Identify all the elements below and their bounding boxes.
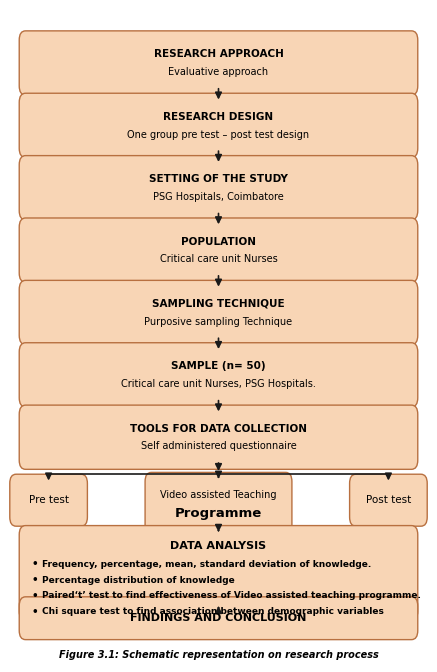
Text: SAMPLE (n= 50): SAMPLE (n= 50) xyxy=(171,362,266,372)
Text: SETTING OF THE STUDY: SETTING OF THE STUDY xyxy=(149,174,288,184)
Text: Evaluative approach: Evaluative approach xyxy=(168,67,269,77)
Text: Programme: Programme xyxy=(175,507,262,520)
Text: RESEARCH DESIGN: RESEARCH DESIGN xyxy=(163,112,274,122)
Text: Paired‘t’ test to find effectiveness of Video assisted teaching programme.: Paired‘t’ test to find effectiveness of … xyxy=(42,591,421,600)
FancyBboxPatch shape xyxy=(19,156,418,220)
FancyBboxPatch shape xyxy=(10,474,87,526)
FancyBboxPatch shape xyxy=(19,93,418,157)
FancyBboxPatch shape xyxy=(19,31,418,95)
Text: TOOLS FOR DATA COLLECTION: TOOLS FOR DATA COLLECTION xyxy=(130,423,307,433)
FancyBboxPatch shape xyxy=(19,405,418,469)
Text: Percentage distribution of knowledge: Percentage distribution of knowledge xyxy=(42,575,235,585)
FancyBboxPatch shape xyxy=(19,343,418,407)
Text: Critical care unit Nurses: Critical care unit Nurses xyxy=(160,254,277,264)
FancyBboxPatch shape xyxy=(19,597,418,640)
Text: Pre test: Pre test xyxy=(28,495,69,505)
FancyBboxPatch shape xyxy=(350,474,427,526)
FancyBboxPatch shape xyxy=(19,218,418,282)
FancyBboxPatch shape xyxy=(19,526,418,620)
FancyBboxPatch shape xyxy=(145,472,292,536)
Text: Video assisted Teaching: Video assisted Teaching xyxy=(160,491,277,501)
Text: SAMPLING TECHNIQUE: SAMPLING TECHNIQUE xyxy=(152,299,285,309)
Text: •: • xyxy=(32,591,38,601)
Text: One group pre test – post test design: One group pre test – post test design xyxy=(128,130,309,140)
Text: Figure 3.1: Schematic representation on research process: Figure 3.1: Schematic representation on … xyxy=(59,650,378,660)
Text: Critical care unit Nurses, PSG Hospitals.: Critical care unit Nurses, PSG Hospitals… xyxy=(121,379,316,389)
Text: RESEARCH APPROACH: RESEARCH APPROACH xyxy=(153,50,284,59)
Text: PSG Hospitals, Coimbatore: PSG Hospitals, Coimbatore xyxy=(153,192,284,202)
Text: DATA ANALYSIS: DATA ANALYSIS xyxy=(170,541,267,551)
Text: •: • xyxy=(32,575,38,585)
Text: Chi square test to find association between demographic variables: Chi square test to find association betw… xyxy=(42,607,384,616)
Text: •: • xyxy=(32,607,38,617)
Text: Purposive sampling Technique: Purposive sampling Technique xyxy=(145,317,292,327)
Text: Post test: Post test xyxy=(366,495,411,505)
FancyBboxPatch shape xyxy=(19,280,418,345)
Text: POPULATION: POPULATION xyxy=(181,237,256,247)
Text: Self administered questionnaire: Self administered questionnaire xyxy=(141,442,296,452)
Text: FINDINGS AND CONCLUSION: FINDINGS AND CONCLUSION xyxy=(130,614,307,623)
Text: Frequency, percentage, mean, standard deviation of knowledge.: Frequency, percentage, mean, standard de… xyxy=(42,560,371,569)
Text: •: • xyxy=(32,559,38,569)
